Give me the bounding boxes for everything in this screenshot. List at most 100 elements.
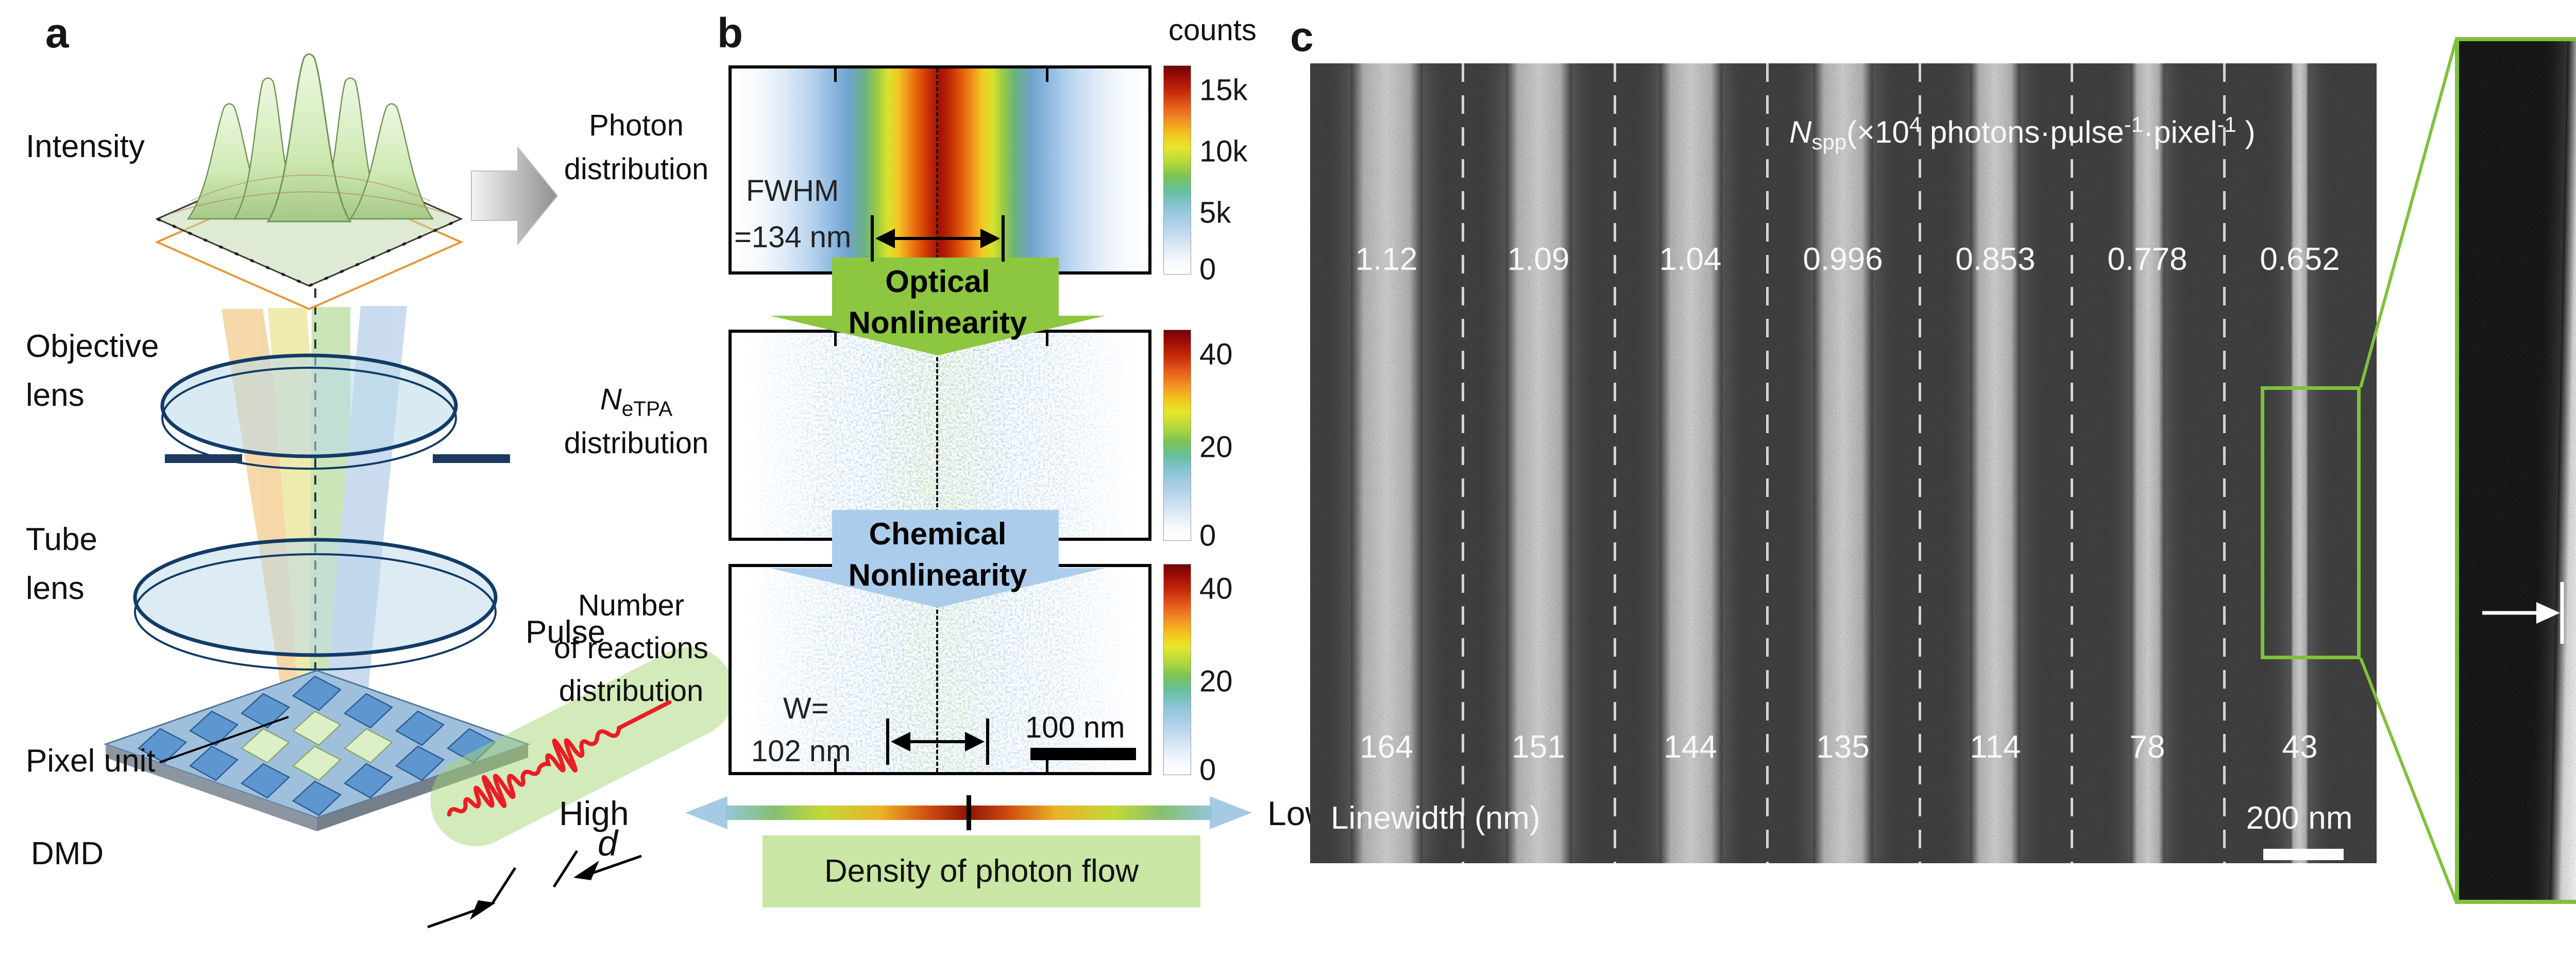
tube-lens	[133, 538, 498, 671]
reactions-label-3: distribution	[558, 674, 704, 708]
colorbar2-tick-20: 20	[1199, 430, 1233, 464]
colorbar3-tick-20: 20	[1199, 664, 1233, 698]
flow-caption-text: Density of photon flow	[824, 853, 1139, 889]
nspp-sup2: -1	[2217, 112, 2236, 136]
colorbar-reactions	[1163, 564, 1191, 775]
flow-high-label: High	[559, 794, 629, 832]
colorbar3-tick-40: 40	[1199, 572, 1233, 606]
nspp-symbol: N	[1789, 115, 1812, 149]
scalebar-label-box3: 100 nm	[1025, 711, 1125, 744]
reactions-label-2: of reactions	[554, 631, 708, 665]
pulse-waveform	[447, 700, 672, 817]
fwhm-label-1: FWHM	[746, 174, 839, 208]
sem-zoom-inset: 26 nm 100 nm	[2455, 37, 2576, 904]
panel-b-label: b	[717, 10, 743, 57]
tube-lens-label-1: Tube	[26, 522, 98, 557]
w-label-2: 102 nm	[751, 734, 851, 768]
pixel-unit-label: Pixel unit	[26, 743, 156, 779]
nspp-sup1: -1	[2124, 112, 2144, 136]
sem-grain-dark	[1310, 63, 2377, 863]
colorbar-counts	[1163, 65, 1191, 275]
nspp-units: photons·pulse	[1921, 115, 2124, 149]
tick	[834, 333, 837, 346]
colorbar1-tick-10k: 10k	[1199, 134, 1248, 168]
colorbar1-tick-0: 0	[1199, 252, 1216, 286]
colorbar-netpa	[1163, 330, 1191, 541]
objective-lens	[160, 353, 458, 470]
counts-label: counts	[1168, 13, 1257, 47]
nspp-value: 1.04	[1659, 242, 1722, 277]
tick	[1046, 68, 1048, 82]
sem-scalebar-label: 200 nm	[2246, 800, 2353, 836]
pitch-annotation	[427, 850, 642, 929]
chemical-arrow-text-1: Chemical	[869, 517, 1007, 551]
zoom-callout-rect	[2261, 386, 2361, 659]
linewidth-value: 151	[1512, 729, 1565, 765]
nspp-value: 0.853	[1955, 242, 2036, 277]
nspp-value: 0.652	[2260, 242, 2340, 277]
optical-arrow-text-1: Optical	[885, 264, 990, 299]
colorbar1-tick-5k: 5k	[1199, 196, 1231, 230]
colorbar2-tick-0: 0	[1199, 519, 1216, 553]
objective-lens-label-1: Objective	[26, 329, 159, 364]
tick	[834, 759, 837, 772]
column-separator	[1462, 63, 1464, 863]
reactions-label-1: Number	[578, 589, 685, 622]
column-separator	[1766, 63, 1769, 863]
optical-setup-diagram	[103, 53, 734, 929]
netpa-heatmap-red-noise	[732, 333, 1148, 538]
column-separator	[1919, 63, 1921, 863]
pitch-symbol-label: d	[598, 823, 618, 863]
inset-grain-dark	[2459, 41, 2576, 900]
pulse-label: Pulse	[526, 614, 606, 650]
column-separator	[1614, 63, 1616, 863]
optical-nonlinearity-arrow	[770, 258, 1105, 355]
tick	[1046, 333, 1048, 346]
tick	[1046, 759, 1048, 772]
nspp-subscript: spp	[1811, 130, 1847, 154]
photon-flow-arrow-icon	[471, 146, 558, 246]
chemical-arrow-text-2: Nonlinearity	[848, 558, 1027, 592]
inset-measure-arrow	[2482, 582, 2564, 644]
column-separator	[2071, 63, 2073, 863]
netpa-subscript: eTPA	[621, 397, 673, 421]
tube-lens-label-2: lens	[26, 571, 84, 606]
netpa-symbol: N	[600, 383, 622, 416]
column-separator	[2223, 63, 2226, 863]
nspp-value: 1.09	[1507, 242, 1570, 277]
intensity-label: Intensity	[26, 129, 145, 164]
nspp-value: 1.12	[1355, 242, 1418, 277]
colorbar1-tick-15k: 15k	[1199, 73, 1248, 107]
nspp-mid: ·pixel	[2143, 115, 2217, 149]
colorbar2-tick-40: 40	[1199, 337, 1233, 371]
netpa-label-1: NeTPA	[556, 384, 716, 420]
dmd-label: DMD	[31, 836, 104, 871]
photon-flow-density-arrow	[685, 795, 1252, 830]
sem-scalebar	[2263, 849, 2344, 860]
nspp-title: Nspp(×104 photons·pulse-1·pixel-1 )	[1789, 112, 2256, 155]
linewidth-value: 164	[1360, 729, 1413, 765]
photon-distribution-label-1: Photon	[589, 109, 684, 142]
center-axis-box1	[936, 68, 938, 271]
linewidth-value: 135	[1816, 729, 1870, 765]
fwhm-label-2: =134 nm	[734, 220, 852, 254]
linewidth-value: 43	[2282, 729, 2318, 765]
nspp-value: 0.778	[2107, 242, 2188, 277]
objective-lens-label-2: lens	[26, 378, 84, 413]
linewidth-value: 144	[1664, 729, 1717, 765]
center-axis-box2	[936, 333, 938, 538]
center-axis-box3	[936, 567, 938, 772]
netpa-heatmap-panel	[728, 330, 1151, 541]
photon-distribution-label-2: distribution	[564, 152, 709, 186]
panel-c-label: c	[1290, 13, 1314, 60]
scalebar-box3	[1030, 748, 1136, 760]
aperture	[165, 454, 510, 463]
intensity-surface	[155, 53, 464, 311]
nspp-open: (×10	[1846, 115, 1909, 149]
panel-a-label: a	[45, 10, 69, 57]
netpa-label-2: distribution	[564, 426, 709, 460]
flow-caption-box: Density of photon flow	[762, 835, 1200, 907]
colorbar3-tick-0: 0	[1199, 753, 1216, 787]
linewidth-axis-label: Linewidth (nm)	[1331, 800, 1540, 836]
